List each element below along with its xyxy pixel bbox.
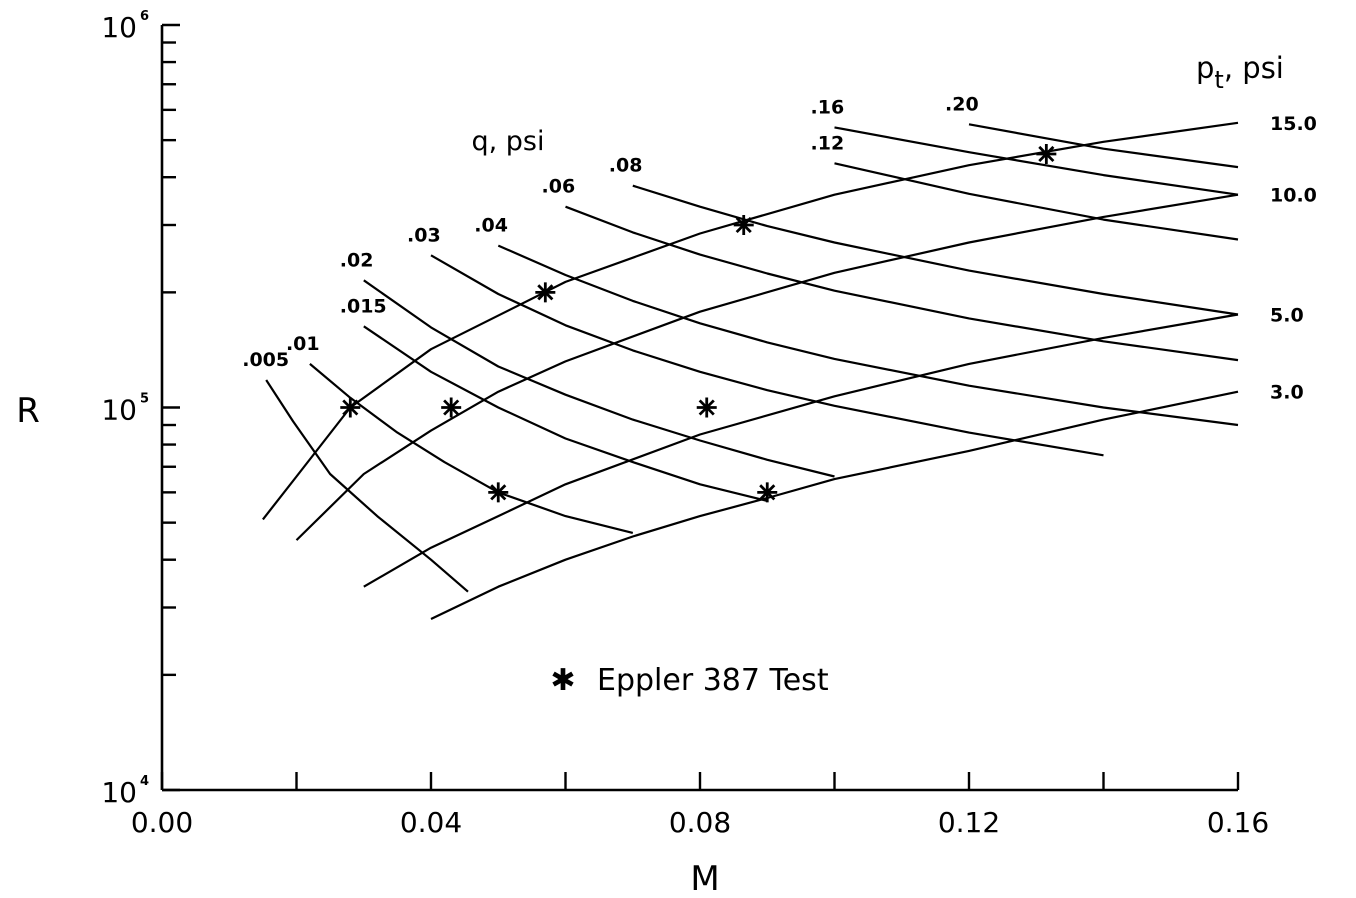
q-curve-label: .16 [811, 96, 845, 118]
q-curve [363, 279, 835, 478]
test-point-marker [696, 397, 717, 418]
pt-title-suffix: , psi [1224, 51, 1284, 85]
q-curve [632, 184, 1239, 316]
q-curve-label: .06 [542, 176, 576, 198]
x-tick-label: 0.04 [400, 806, 462, 839]
legend: ✱ Eppler 387 Test [550, 663, 828, 698]
pt-curve-label: 10.0 [1270, 185, 1317, 207]
x-tick-label: 0.16 [1207, 806, 1269, 839]
pt-family-title: pt, psi [1196, 51, 1284, 94]
pt-title-main: p [1196, 51, 1214, 85]
q-family-title: q, psi [471, 126, 544, 157]
q-curve [430, 254, 1104, 457]
y-tick-label: 10 [101, 11, 137, 44]
plot-area: .005.01 .015 .02 .03 .04 .06 .08 .12 .16 .20 15.0 1… [242, 93, 1317, 620]
q-curve [834, 126, 1239, 196]
q-curve [834, 162, 1239, 241]
y-tick-label: 10 [101, 394, 137, 427]
test-point-marker [535, 282, 556, 303]
q-curve [968, 123, 1239, 169]
q-curve-label: .02 [340, 249, 374, 271]
pt-curve [262, 121, 1239, 521]
pt-curve [430, 390, 1239, 620]
pt-curve-label: 15.0 [1270, 113, 1317, 135]
legend-label: Eppler 387 Test [597, 663, 829, 698]
pt-title-text: pt, psi [1196, 51, 1284, 94]
test-point-marker [488, 482, 509, 503]
x-tick-label: 0.12 [938, 806, 1000, 839]
pt-curve [295, 193, 1239, 541]
q-curve [565, 205, 1239, 362]
x-tick-label: 0.00 [131, 806, 193, 839]
y-tick-exponent: 5 [140, 392, 149, 407]
q-curve-label: .04 [474, 215, 508, 237]
test-point-marker [441, 397, 462, 418]
test-point-marker [1036, 143, 1057, 164]
q-curve-label: .20 [945, 93, 979, 115]
q-curve-label: .015 [340, 295, 387, 317]
test-point-marker [757, 482, 778, 503]
q-curve [265, 379, 469, 593]
y-tick-exponent: 4 [140, 774, 149, 789]
pt-curve-label: 5.0 [1270, 305, 1304, 327]
q-curve-label: .005 [242, 349, 289, 371]
pt-curve-label: 3.0 [1270, 382, 1304, 404]
test-point-marker [733, 215, 754, 236]
q-curve-label: .08 [609, 155, 643, 177]
pt-curve [363, 313, 1239, 588]
q-curve [363, 325, 768, 502]
y-tick-label: 10 [101, 776, 137, 809]
pt-title-subscript: t [1214, 66, 1223, 94]
q-curve-label: .03 [407, 224, 441, 246]
q-curve-label: .01 [286, 333, 320, 355]
q-curve [309, 363, 634, 534]
q-curve [497, 244, 1239, 427]
test-point-marker [340, 397, 361, 418]
legend-symbol: ✱ [550, 663, 575, 698]
axes [160, 23, 1240, 792]
y-tick-exponent: 6 [140, 9, 149, 24]
y-axis-title: R [16, 391, 40, 431]
x-axis-title: M [690, 859, 719, 898]
x-tick-label: 0.08 [669, 806, 731, 839]
q-curve-label: .12 [811, 132, 845, 154]
